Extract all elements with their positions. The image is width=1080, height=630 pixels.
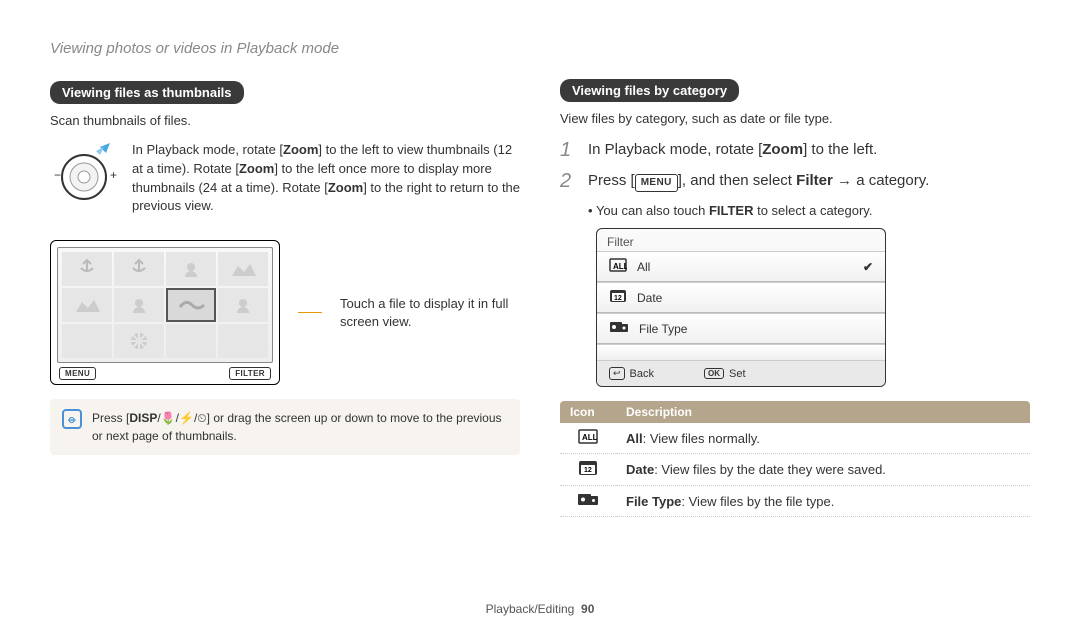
- page: Viewing photos or videos in Playback mod…: [0, 0, 1080, 537]
- check-icon: ✔: [863, 260, 873, 274]
- filter-row-date: 12 Date: [597, 282, 885, 313]
- thumb-cell-selected: [166, 288, 216, 322]
- intro-category: View files by category, such as date or …: [560, 110, 1030, 129]
- svg-text:12: 12: [584, 467, 592, 474]
- thumbnail-device: MENU FILTER: [50, 240, 280, 385]
- right-column: Viewing files by category View files by …: [560, 40, 1030, 517]
- pill-category: Viewing files by category: [560, 79, 739, 102]
- filter-mini-button: FILTER: [229, 367, 271, 380]
- table-row: ALL All: View files normally.: [560, 423, 1030, 454]
- icon-cell: ALL: [560, 423, 616, 454]
- thumb-cell: [114, 324, 164, 358]
- page-footer: Playback/Editing 90: [0, 602, 1080, 616]
- description-table: Icon Description ALL All: View files nor…: [560, 401, 1030, 517]
- date-icon: 12: [609, 289, 627, 306]
- back-icon: ↩: [609, 367, 625, 380]
- table-row: File Type: View files by the file type.: [560, 486, 1030, 517]
- dial-instructions: In Playback mode, rotate [Zoom] to the l…: [132, 141, 520, 216]
- page-header: Viewing photos or videos in Playback mod…: [50, 40, 520, 57]
- filter-title: Filter: [597, 229, 885, 251]
- menu-mini-button: MENU: [59, 367, 96, 380]
- filter-footer: ↩Back OKSet: [597, 360, 885, 386]
- ok-icon: OK: [704, 368, 724, 379]
- table-header-desc: Description: [616, 401, 1030, 423]
- thumb-cell: [218, 252, 268, 286]
- desc-cell: File Type: View files by the file type.: [616, 486, 1030, 517]
- filter-row-all: ALL All ✔: [597, 251, 885, 282]
- step-num-1: 1: [560, 139, 578, 162]
- step-num-2: 2: [560, 170, 578, 193]
- svg-text:+: +: [110, 168, 117, 182]
- filter-label: Date: [637, 291, 662, 305]
- icon-cell: 12: [560, 454, 616, 486]
- callout-text: Touch a file to display it in full scree…: [340, 295, 520, 331]
- svg-text:−: −: [54, 168, 61, 182]
- thumb-cell: [166, 252, 216, 286]
- callout-line: [298, 312, 322, 313]
- filter-device: Filter ALL All ✔ 12 Date File Type ↩Back…: [596, 228, 886, 387]
- filter-label: All: [637, 260, 650, 274]
- thumbnail-diagram-row: MENU FILTER Touch a file to display it i…: [50, 240, 520, 385]
- icon-cell: [560, 486, 616, 517]
- info-box: ⦵ Press [DISP/🌷/⚡/⏲] or drag the screen …: [50, 399, 520, 455]
- table-header-icon: Icon: [560, 401, 616, 423]
- thumb-cell: [114, 288, 164, 322]
- info-text: Press [DISP/🌷/⚡/⏲] or drag the screen up…: [92, 409, 508, 445]
- table-row: 12 Date: View files by the date they wer…: [560, 454, 1030, 486]
- back-button: ↩Back: [609, 367, 654, 380]
- info-icon: ⦵: [62, 409, 82, 429]
- desc-cell: Date: View files by the date they were s…: [616, 454, 1030, 486]
- thumb-cell: [62, 288, 112, 322]
- pill-thumbnails: Viewing files as thumbnails: [50, 81, 244, 104]
- step-2-text: Press [MENU], and then select Filter → a…: [588, 170, 929, 193]
- left-column: Viewing photos or videos in Playback mod…: [50, 40, 520, 517]
- bullet: • You can also touch FILTER to select a …: [588, 201, 1030, 221]
- intro-thumbnails: Scan thumbnails of files.: [50, 112, 520, 131]
- all-icon: ALL: [609, 258, 627, 275]
- thumbnail-grid: [57, 247, 273, 363]
- thumb-cell: [62, 252, 112, 286]
- set-button: OKSet: [704, 367, 746, 380]
- menu-button-inline: MENU: [635, 174, 678, 192]
- desc-cell: All: View files normally.: [616, 423, 1030, 454]
- step-1: 1 In Playback mode, rotate [Zoom] to the…: [560, 139, 1030, 162]
- svg-text:12: 12: [614, 295, 622, 302]
- svg-text:ALL: ALL: [613, 262, 627, 271]
- thumbnail-button-row: MENU FILTER: [57, 367, 273, 380]
- filter-label: File Type: [639, 322, 687, 336]
- filter-row-filetype: File Type: [597, 313, 885, 344]
- step-2: 2 Press [MENU], and then select Filter →…: [560, 170, 1030, 193]
- thumb-cell: [166, 324, 216, 358]
- thumb-cell: [62, 324, 112, 358]
- thumb-cell: [114, 252, 164, 286]
- zoom-dial-icon: − +: [50, 141, 118, 210]
- dial-row: − + In Playback mode, rotate [Zoom] to t…: [50, 141, 520, 226]
- thumb-cell: [218, 324, 268, 358]
- thumb-cell: [218, 288, 268, 322]
- step-1-text: In Playback mode, rotate [Zoom] to the l…: [588, 139, 877, 162]
- svg-text:ALL: ALL: [582, 433, 598, 442]
- filetype-icon: [609, 320, 629, 337]
